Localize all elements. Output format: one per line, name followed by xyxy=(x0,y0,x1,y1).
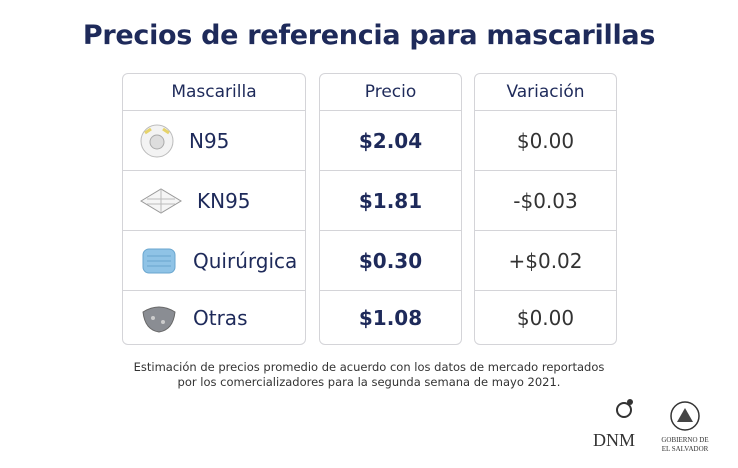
kn95-icon xyxy=(140,187,182,214)
footnote: Estimación de precios promedio de acuerd… xyxy=(133,360,605,374)
column-header: Variación xyxy=(506,82,585,102)
column-header: Mascarilla xyxy=(171,82,257,102)
price: $2.04 xyxy=(320,110,461,170)
row-name: N95 xyxy=(189,128,230,153)
row-name: Quirúrgica xyxy=(193,248,298,273)
price-column: Precio $2.04 $1.81 $0.30 $1.08 xyxy=(319,73,462,345)
price: $1.81 xyxy=(320,170,461,230)
government-logo: GOBIERNO DE EL SALVADOR xyxy=(661,401,709,453)
footnote: por los comercializadores para la segund… xyxy=(177,375,561,389)
n95-icon xyxy=(140,124,174,157)
gov-text: EL SALVADOR xyxy=(662,445,709,453)
row-name-cell: N95 xyxy=(123,110,305,170)
name-column: Mascarilla N95 KN95 Quirúrgica Otras xyxy=(122,73,306,345)
variation: $0.00 xyxy=(475,290,616,345)
row-name-cell: Quirúrgica xyxy=(123,230,305,290)
column-header: Precio xyxy=(364,82,417,102)
price: $1.08 xyxy=(320,290,461,345)
variation: -$0.03 xyxy=(475,170,616,230)
row-name-cell: Otras xyxy=(123,290,305,345)
title: Precios de referencia para mascarillas xyxy=(82,20,656,51)
variation: +$0.02 xyxy=(475,230,616,290)
variation: $0.00 xyxy=(475,110,616,170)
price: $0.30 xyxy=(320,230,461,290)
row-name: Otras xyxy=(193,306,248,330)
row-name: KN95 xyxy=(197,188,251,213)
dnm-text: DNM xyxy=(593,430,635,450)
row-name-cell: KN95 xyxy=(123,170,305,230)
dnm-logo: DNM xyxy=(593,399,635,450)
variation-column: Variación $0.00 -$0.03 +$0.02 $0.00 xyxy=(474,73,617,345)
cloth-icon xyxy=(142,306,176,333)
gov-text: GOBIERNO DE xyxy=(661,436,708,444)
surgical-icon xyxy=(142,248,176,273)
